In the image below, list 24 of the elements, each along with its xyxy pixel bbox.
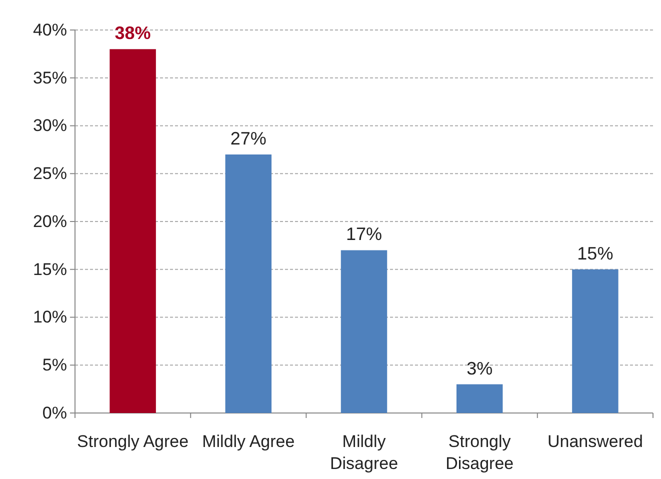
y-tick-label: 35% xyxy=(32,68,67,88)
bar xyxy=(572,269,618,413)
bar xyxy=(340,250,388,413)
x-tick-label: Mildly Agree xyxy=(202,432,295,451)
y-tick-label: 10% xyxy=(32,308,67,327)
bar xyxy=(456,384,503,413)
data-label: 38% xyxy=(114,23,151,44)
y-tick-label: 0% xyxy=(42,403,67,422)
y-tick-label: 15% xyxy=(32,260,67,279)
y-tick-label: 25% xyxy=(32,164,67,184)
data-label: 27% xyxy=(230,128,266,148)
data-label: 17% xyxy=(346,224,382,244)
y-tick-label: 30% xyxy=(32,116,67,136)
x-tick-label: Strongly Agree xyxy=(77,432,189,451)
y-tick-label: 5% xyxy=(42,356,67,375)
data-label: 15% xyxy=(577,243,614,264)
x-tick-label: Strongly Disagree xyxy=(446,432,514,474)
bar xyxy=(225,154,272,413)
y-tick-label: 20% xyxy=(32,212,67,231)
x-tick-label: Unanswered xyxy=(547,432,643,451)
bar xyxy=(110,49,156,413)
y-tick-label: 40% xyxy=(32,20,67,40)
data-label: 3% xyxy=(466,358,493,378)
x-tick-label: Mildly Disagree xyxy=(330,432,398,474)
